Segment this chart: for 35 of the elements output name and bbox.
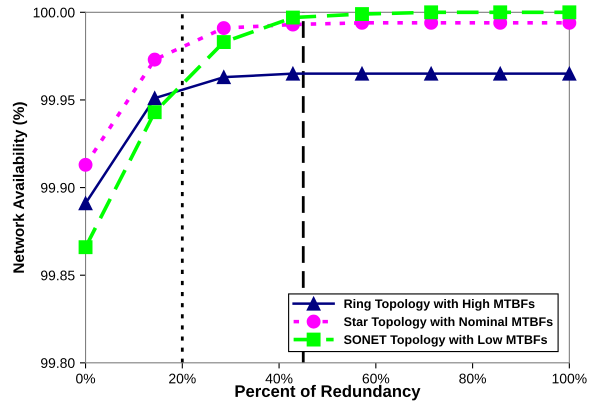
legend-label: Ring Topology with High MTBFs <box>344 298 535 311</box>
x-tick-label: 80% <box>459 374 486 384</box>
point <box>78 196 92 210</box>
point <box>424 5 438 20</box>
point <box>148 91 162 106</box>
point <box>286 66 300 81</box>
y-tick-label: 100.00 <box>34 8 75 18</box>
y-tick-label: 99.95 <box>41 95 75 106</box>
y-axis-title: Network Availability (%) <box>12 102 28 273</box>
x-axis-title: Percent of Redundancy <box>235 384 420 400</box>
x-tick-label: 40% <box>265 374 292 384</box>
point <box>424 66 438 81</box>
legend-label: Star Topology with Nominal MTBFs <box>344 316 553 329</box>
point <box>355 66 369 81</box>
point <box>78 240 92 254</box>
x-tick-label: 0% <box>76 374 96 384</box>
y-tick-label: 99.80 <box>41 358 75 368</box>
x-tick-label: 20% <box>169 374 196 384</box>
point <box>355 7 369 21</box>
point <box>286 10 300 25</box>
point <box>493 66 508 81</box>
point <box>148 105 162 120</box>
y-tick-label: 99.90 <box>41 182 75 193</box>
x-tick-label: 60% <box>362 374 390 384</box>
point <box>216 35 231 50</box>
point <box>493 5 508 20</box>
x-tick-label: 100% <box>552 374 587 384</box>
point <box>562 5 576 20</box>
point <box>148 52 162 67</box>
point <box>216 70 231 84</box>
y-tick-label: 99.85 <box>41 270 75 280</box>
point <box>562 66 576 81</box>
legend-label: SONET Topology with Low MTBFs <box>344 334 548 347</box>
point <box>216 21 231 36</box>
point <box>78 158 92 172</box>
